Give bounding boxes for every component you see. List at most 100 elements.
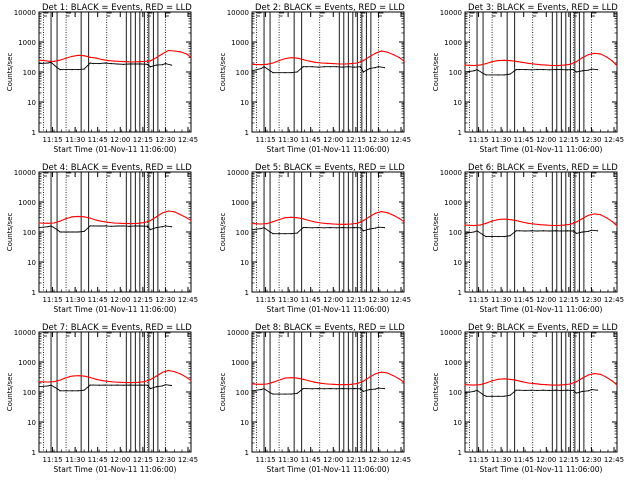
point-lld: [179, 51, 182, 53]
point-events: [530, 389, 532, 391]
point-lld: [356, 62, 358, 64]
point-events: [359, 227, 361, 229]
point-lld: [101, 58, 103, 61]
point-events: [542, 69, 544, 71]
point-events: [134, 63, 136, 65]
point-events: [134, 384, 136, 386]
panel-det-3: Det 3: BLACK = Events, RED = LLD 1 10 100 10…: [432, 3, 624, 154]
point-lld: [173, 50, 176, 52]
point-lld: [155, 216, 157, 218]
point-lld: [107, 221, 109, 223]
point-lld: [53, 60, 55, 63]
point-events: [302, 227, 304, 229]
point-lld: [107, 380, 109, 383]
point-lld: [332, 383, 334, 385]
point-events: [374, 388, 377, 390]
point-lld: [616, 65, 618, 67]
point-lld: [332, 63, 334, 65]
y-tick-label: 1000: [231, 359, 249, 367]
point-lld: [326, 223, 328, 225]
point-lld: [272, 381, 274, 383]
point-lld: [284, 217, 286, 219]
x-tick-label: 12:00: [110, 456, 130, 464]
plot-frame: [464, 11, 618, 133]
point-lld: [581, 57, 583, 59]
point-events: [104, 62, 106, 64]
y-tick-label: 1: [32, 449, 36, 457]
point-events: [98, 63, 100, 65]
point-lld: [473, 224, 475, 227]
point-lld: [59, 220, 61, 222]
point-events: [341, 227, 343, 229]
x-axis-label-date: (01-Nov-11 11:06:00): [96, 145, 177, 154]
y-tick-label: 100: [23, 69, 36, 77]
point-lld: [479, 384, 481, 386]
x-tick-label: 11:45: [88, 456, 108, 464]
point-lld: [581, 217, 583, 220]
y-axis-label: Counts/sec: [219, 53, 227, 92]
point-events: [581, 70, 583, 72]
point-lld: [89, 376, 91, 379]
x-tick-label: 12:45: [178, 456, 198, 464]
point-events: [485, 395, 487, 397]
x-tick-label: 12:15: [559, 136, 579, 144]
point-events: [311, 388, 313, 390]
point-lld: [497, 378, 499, 380]
point-events: [554, 69, 556, 71]
point-lld: [392, 375, 395, 377]
point-lld: [491, 380, 493, 382]
y-tick-label: 10: [27, 99, 36, 107]
point-events: [302, 66, 304, 68]
point-events: [290, 72, 292, 74]
point-lld: [278, 59, 280, 62]
point-lld: [59, 59, 61, 61]
point-events: [323, 388, 325, 390]
point-events: [359, 66, 361, 68]
point-events: [263, 66, 265, 68]
point-lld: [302, 58, 304, 61]
point-lld: [95, 219, 97, 221]
point-events: [482, 234, 484, 236]
x-tick-label: 12:30: [581, 136, 601, 144]
x-tick-label: 11:30: [491, 136, 511, 144]
point-events: [518, 230, 520, 232]
point-events: [383, 67, 386, 69]
panel-title: Det 5: BLACK = Events, RED = LLD: [255, 163, 405, 173]
point-events: [128, 384, 130, 386]
x-tick-label: 12:15: [133, 136, 153, 144]
y-tick-label: 10000: [440, 329, 462, 337]
point-events: [38, 386, 40, 388]
point-lld: [551, 224, 553, 227]
point-events: [83, 389, 85, 391]
y-tick-label: 1000: [231, 199, 249, 207]
point-lld: [479, 224, 481, 226]
y-tick-label: 10: [453, 419, 462, 427]
point-lld: [485, 63, 487, 65]
point-events: [71, 390, 73, 392]
point-events: [383, 387, 386, 390]
point-lld: [521, 221, 523, 223]
point-events: [59, 69, 61, 71]
point-events: [110, 63, 112, 65]
point-lld: [290, 377, 292, 379]
point-lld: [190, 56, 192, 58]
point-lld: [380, 371, 383, 373]
point-lld: [266, 223, 268, 225]
point-lld: [320, 222, 322, 224]
x-axis-label-date: (01-Nov-11 11:06:00): [309, 465, 390, 474]
point-lld: [308, 219, 310, 222]
point-lld: [344, 384, 346, 386]
point-events: [161, 64, 164, 66]
x-tick-label: 12:30: [581, 456, 601, 464]
point-events: [566, 69, 568, 71]
point-lld: [611, 380, 614, 382]
point-events: [317, 387, 319, 390]
point-lld: [491, 220, 493, 222]
point-events: [368, 228, 370, 230]
y-axis-label: Counts/sec: [6, 53, 14, 92]
point-events: [59, 231, 61, 233]
point-lld: [185, 217, 188, 219]
x-tick-label: 12:45: [604, 136, 624, 144]
point-events: [572, 389, 574, 392]
